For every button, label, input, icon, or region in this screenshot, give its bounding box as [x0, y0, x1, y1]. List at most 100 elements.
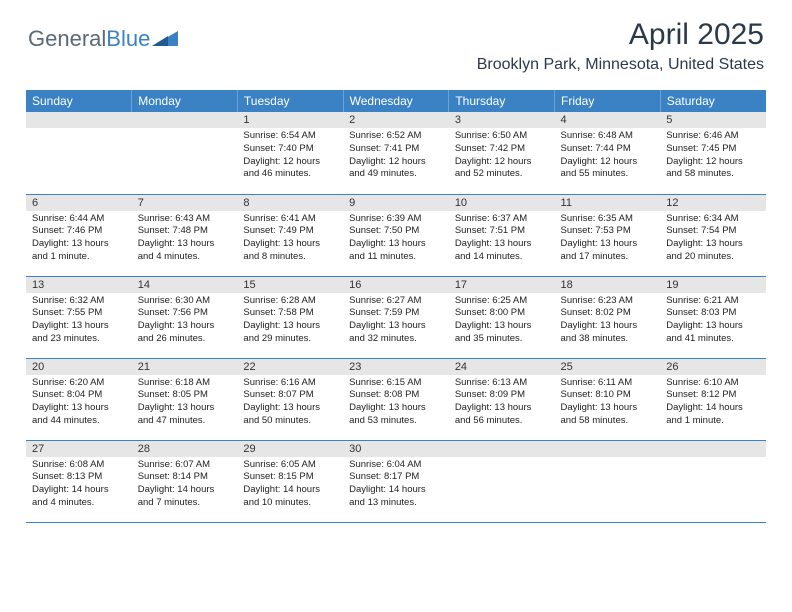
daylight-text: Daylight: 13 hours and 23 minutes.: [32, 320, 126, 346]
daylight-text: Daylight: 13 hours and 29 minutes.: [243, 320, 337, 346]
day-number: 21: [132, 359, 238, 375]
daylight-text: Daylight: 13 hours and 50 minutes.: [243, 402, 337, 428]
sunrise-text: Sunrise: 6:23 AM: [561, 295, 655, 308]
logo-text: GeneralBlue: [28, 26, 150, 52]
calendar-day-cell: 19Sunrise: 6:21 AMSunset: 8:03 PMDayligh…: [660, 276, 766, 358]
calendar-day-cell: [449, 440, 555, 522]
calendar-day-cell: 12Sunrise: 6:34 AMSunset: 7:54 PMDayligh…: [660, 194, 766, 276]
daylight-text: Daylight: 12 hours and 55 minutes.: [561, 156, 655, 182]
calendar-day-cell: 3Sunrise: 6:50 AMSunset: 7:42 PMDaylight…: [449, 112, 555, 194]
sunset-text: Sunset: 7:58 PM: [243, 307, 337, 320]
calendar-day-cell: 4Sunrise: 6:48 AMSunset: 7:44 PMDaylight…: [555, 112, 661, 194]
day-content: Sunrise: 6:48 AMSunset: 7:44 PMDaylight:…: [555, 128, 661, 181]
daylight-text: Daylight: 13 hours and 4 minutes.: [138, 238, 232, 264]
calendar-day-cell: 1Sunrise: 6:54 AMSunset: 7:40 PMDaylight…: [237, 112, 343, 194]
day-number: 4: [555, 112, 661, 128]
calendar-day-cell: [26, 112, 132, 194]
calendar-day-cell: 8Sunrise: 6:41 AMSunset: 7:49 PMDaylight…: [237, 194, 343, 276]
calendar-day-cell: 17Sunrise: 6:25 AMSunset: 8:00 PMDayligh…: [449, 276, 555, 358]
daylight-text: Daylight: 12 hours and 52 minutes.: [455, 156, 549, 182]
day-number: [555, 441, 661, 457]
calendar-day-cell: [132, 112, 238, 194]
day-content: Sunrise: 6:16 AMSunset: 8:07 PMDaylight:…: [237, 375, 343, 428]
title-block: April 2025 Brooklyn Park, Minnesota, Uni…: [477, 18, 764, 74]
day-number: 7: [132, 195, 238, 211]
sunrise-text: Sunrise: 6:20 AM: [32, 377, 126, 390]
day-content: Sunrise: 6:04 AMSunset: 8:17 PMDaylight:…: [343, 457, 449, 510]
logo: GeneralBlue: [28, 26, 178, 52]
sunset-text: Sunset: 7:45 PM: [666, 143, 760, 156]
day-content: Sunrise: 6:50 AMSunset: 7:42 PMDaylight:…: [449, 128, 555, 181]
daylight-text: Daylight: 13 hours and 38 minutes.: [561, 320, 655, 346]
month-title: April 2025: [477, 18, 764, 52]
sunset-text: Sunset: 8:02 PM: [561, 307, 655, 320]
day-content: Sunrise: 6:13 AMSunset: 8:09 PMDaylight:…: [449, 375, 555, 428]
day-number: [132, 112, 238, 128]
sunset-text: Sunset: 7:59 PM: [349, 307, 443, 320]
day-content: Sunrise: 6:18 AMSunset: 8:05 PMDaylight:…: [132, 375, 238, 428]
daylight-text: Daylight: 14 hours and 7 minutes.: [138, 484, 232, 510]
day-content: Sunrise: 6:39 AMSunset: 7:50 PMDaylight:…: [343, 211, 449, 264]
sunrise-text: Sunrise: 6:10 AM: [666, 377, 760, 390]
sunset-text: Sunset: 8:13 PM: [32, 471, 126, 484]
sunset-text: Sunset: 8:05 PM: [138, 389, 232, 402]
daylight-text: Daylight: 13 hours and 8 minutes.: [243, 238, 337, 264]
day-content: Sunrise: 6:07 AMSunset: 8:14 PMDaylight:…: [132, 457, 238, 510]
logo-part1: General: [28, 26, 106, 51]
day-content: Sunrise: 6:46 AMSunset: 7:45 PMDaylight:…: [660, 128, 766, 181]
sunrise-text: Sunrise: 6:34 AM: [666, 213, 760, 226]
dayheader-friday: Friday: [555, 90, 661, 112]
day-content: Sunrise: 6:08 AMSunset: 8:13 PMDaylight:…: [26, 457, 132, 510]
calendar-day-cell: 11Sunrise: 6:35 AMSunset: 7:53 PMDayligh…: [555, 194, 661, 276]
sunset-text: Sunset: 8:15 PM: [243, 471, 337, 484]
location-subtitle: Brooklyn Park, Minnesota, United States: [477, 56, 764, 74]
calendar-day-cell: 18Sunrise: 6:23 AMSunset: 8:02 PMDayligh…: [555, 276, 661, 358]
daylight-text: Daylight: 14 hours and 10 minutes.: [243, 484, 337, 510]
day-content: Sunrise: 6:21 AMSunset: 8:03 PMDaylight:…: [660, 293, 766, 346]
daylight-text: Daylight: 13 hours and 35 minutes.: [455, 320, 549, 346]
calendar-day-cell: 5Sunrise: 6:46 AMSunset: 7:45 PMDaylight…: [660, 112, 766, 194]
sunset-text: Sunset: 7:49 PM: [243, 225, 337, 238]
daylight-text: Daylight: 13 hours and 1 minute.: [32, 238, 126, 264]
day-content: Sunrise: 6:32 AMSunset: 7:55 PMDaylight:…: [26, 293, 132, 346]
calendar-day-cell: 30Sunrise: 6:04 AMSunset: 8:17 PMDayligh…: [343, 440, 449, 522]
sunrise-text: Sunrise: 6:54 AM: [243, 130, 337, 143]
dayheader-monday: Monday: [132, 90, 238, 112]
day-number: 1: [237, 112, 343, 128]
day-number: 8: [237, 195, 343, 211]
day-content: Sunrise: 6:27 AMSunset: 7:59 PMDaylight:…: [343, 293, 449, 346]
sunrise-text: Sunrise: 6:44 AM: [32, 213, 126, 226]
day-number: 13: [26, 277, 132, 293]
sunset-text: Sunset: 7:56 PM: [138, 307, 232, 320]
sunset-text: Sunset: 7:40 PM: [243, 143, 337, 156]
day-content: Sunrise: 6:25 AMSunset: 8:00 PMDaylight:…: [449, 293, 555, 346]
sunset-text: Sunset: 7:55 PM: [32, 307, 126, 320]
sunrise-text: Sunrise: 6:48 AM: [561, 130, 655, 143]
sunset-text: Sunset: 7:46 PM: [32, 225, 126, 238]
daylight-text: Daylight: 13 hours and 56 minutes.: [455, 402, 549, 428]
dayheader-tuesday: Tuesday: [237, 90, 343, 112]
daylight-text: Daylight: 13 hours and 20 minutes.: [666, 238, 760, 264]
day-number: [660, 441, 766, 457]
day-number: 15: [237, 277, 343, 293]
sunrise-text: Sunrise: 6:25 AM: [455, 295, 549, 308]
sunrise-text: Sunrise: 6:27 AM: [349, 295, 443, 308]
day-number: 14: [132, 277, 238, 293]
daylight-text: Daylight: 13 hours and 41 minutes.: [666, 320, 760, 346]
sunrise-text: Sunrise: 6:28 AM: [243, 295, 337, 308]
day-content: Sunrise: 6:10 AMSunset: 8:12 PMDaylight:…: [660, 375, 766, 428]
day-number: 10: [449, 195, 555, 211]
dayheader-wednesday: Wednesday: [343, 90, 449, 112]
calendar-day-cell: 24Sunrise: 6:13 AMSunset: 8:09 PMDayligh…: [449, 358, 555, 440]
calendar-table: Sunday Monday Tuesday Wednesday Thursday…: [26, 90, 766, 523]
day-content: Sunrise: 6:44 AMSunset: 7:46 PMDaylight:…: [26, 211, 132, 264]
calendar-day-cell: 14Sunrise: 6:30 AMSunset: 7:56 PMDayligh…: [132, 276, 238, 358]
daylight-text: Daylight: 13 hours and 47 minutes.: [138, 402, 232, 428]
dayheader-thursday: Thursday: [449, 90, 555, 112]
daylight-text: Daylight: 13 hours and 26 minutes.: [138, 320, 232, 346]
day-number: 26: [660, 359, 766, 375]
day-content: Sunrise: 6:43 AMSunset: 7:48 PMDaylight:…: [132, 211, 238, 264]
calendar-week-row: 13Sunrise: 6:32 AMSunset: 7:55 PMDayligh…: [26, 276, 766, 358]
day-content: Sunrise: 6:35 AMSunset: 7:53 PMDaylight:…: [555, 211, 661, 264]
sunrise-text: Sunrise: 6:32 AM: [32, 295, 126, 308]
